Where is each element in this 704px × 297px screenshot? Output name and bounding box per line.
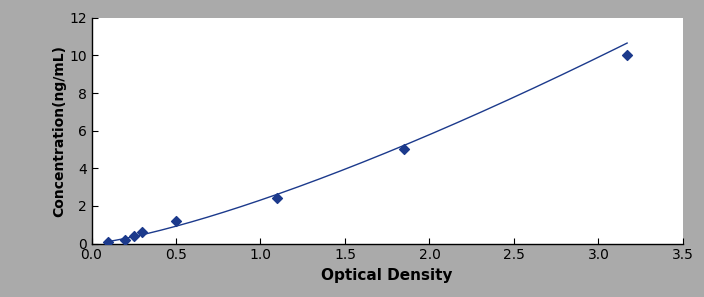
Point [272,196,283,201]
Point [103,239,114,244]
Point [622,53,633,58]
X-axis label: Optical Density: Optical Density [322,268,453,283]
Point [137,230,148,235]
Point [398,147,410,152]
Point [170,219,182,223]
Point [120,237,131,242]
Y-axis label: Concentration(ng/mL): Concentration(ng/mL) [52,45,66,217]
Point [128,234,139,238]
